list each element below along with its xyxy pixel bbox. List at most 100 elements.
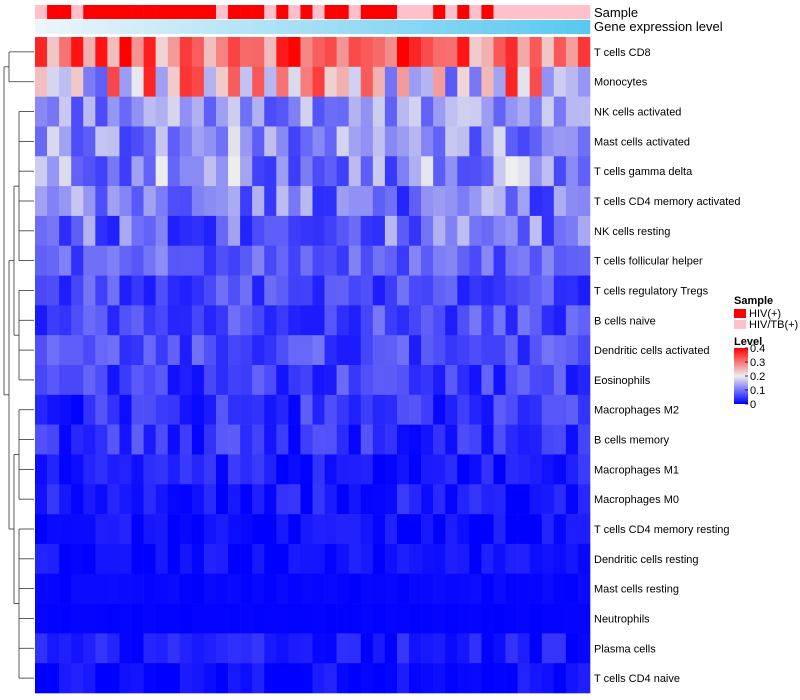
heatmap-cell <box>179 126 193 157</box>
heatmap-cell <box>517 186 530 217</box>
heatmap-cell <box>517 66 530 97</box>
expression-anno-cell <box>336 20 349 34</box>
heatmap-cell <box>348 96 362 127</box>
heatmap-cell <box>396 215 410 247</box>
heatmap-cell <box>517 156 530 187</box>
heatmap-cell <box>228 603 241 634</box>
heatmap-cell <box>529 186 543 217</box>
heatmap-cell <box>35 514 48 545</box>
heatmap-cell <box>107 543 120 575</box>
heatmap-cell <box>324 394 337 425</box>
heatmap-cell <box>505 603 518 634</box>
heatmap-cell <box>83 335 96 366</box>
heatmap-cell <box>312 365 325 396</box>
heatmap-cell <box>457 365 470 396</box>
heatmap-cell <box>553 514 567 545</box>
heatmap-cell <box>215 245 229 276</box>
heatmap-cell <box>264 335 277 366</box>
expression-anno-cell <box>143 20 156 34</box>
heatmap-cell <box>493 126 506 157</box>
heatmap-cell <box>119 514 132 545</box>
heatmap-cell <box>288 484 301 515</box>
heatmap-cell <box>396 186 410 217</box>
heatmap-cell <box>83 156 96 187</box>
heatmap-cell <box>577 603 591 634</box>
heatmap-cell <box>276 603 289 634</box>
heatmap-cell <box>191 394 205 425</box>
heatmap-cell <box>409 365 422 396</box>
heatmap-cell <box>203 96 217 127</box>
heatmap-cell <box>396 514 410 545</box>
heatmap-cell <box>107 603 120 634</box>
heatmap-cell <box>191 186 205 217</box>
heatmap-cell <box>577 156 591 187</box>
heatmap-cell <box>240 603 253 634</box>
heatmap-cell <box>565 245 579 276</box>
heatmap-cell <box>372 633 386 664</box>
heatmap-cell <box>457 633 470 664</box>
heatmap-cell <box>505 633 518 664</box>
heatmap-cell <box>71 215 84 247</box>
heatmap-cell <box>348 394 362 425</box>
heatmap-cell <box>445 633 458 664</box>
heatmap-cell <box>288 663 301 694</box>
heatmap-cell <box>493 335 506 366</box>
heatmap-cell <box>469 394 482 425</box>
heatmap-cell <box>433 66 446 97</box>
heatmap-cell <box>505 394 518 425</box>
heatmap-cell <box>324 37 337 68</box>
heatmap-cell <box>155 454 169 485</box>
heatmap-cell <box>203 484 217 515</box>
heatmap-cell <box>481 603 494 634</box>
heatmap-cell <box>71 96 84 127</box>
heatmap-cell <box>529 335 543 366</box>
row-label: Mast cells resting <box>594 584 679 596</box>
heatmap-cell <box>336 394 349 425</box>
heatmap-cell <box>312 394 325 425</box>
heatmap-cell <box>409 275 422 306</box>
heatmap-cell <box>348 603 362 634</box>
legend-swatch-hiv <box>734 309 746 318</box>
heatmap-cell <box>457 37 470 68</box>
heatmap-cell <box>59 573 72 604</box>
sample-anno-cell <box>445 5 458 19</box>
heatmap-cell <box>481 514 494 545</box>
heatmap-cell <box>95 663 108 694</box>
heatmap-cell <box>336 603 349 634</box>
heatmap-cell <box>541 275 555 306</box>
sample-anno-cell <box>529 5 543 19</box>
heatmap-cell <box>372 215 386 247</box>
heatmap-cell <box>336 663 349 694</box>
sample-anno-cell <box>131 5 144 19</box>
heatmap-cell <box>372 365 386 396</box>
heatmap-cell <box>276 365 289 396</box>
heatmap-cell <box>155 245 169 276</box>
sample-anno-cell <box>433 5 446 19</box>
heatmap-cell <box>481 663 494 694</box>
heatmap-cell <box>35 305 48 336</box>
heatmap-cell <box>179 454 193 485</box>
heatmap-cell <box>445 66 458 97</box>
heatmap-cell <box>577 126 591 157</box>
heatmap-cell <box>167 633 181 664</box>
heatmap-cell <box>421 663 434 694</box>
heatmap-cell <box>409 156 422 187</box>
heatmap-cell <box>493 573 506 604</box>
row-label: T cells follicular helper <box>594 256 703 268</box>
heatmap-cell <box>191 37 205 68</box>
heatmap-cell <box>541 186 555 217</box>
heatmap-cell <box>433 186 446 217</box>
heatmap-cell <box>119 275 132 306</box>
heatmap-cell <box>312 245 325 276</box>
heatmap-cell <box>565 603 579 634</box>
sample-anno-cell <box>409 5 422 19</box>
heatmap-cell <box>252 543 265 575</box>
heatmap-cell <box>215 37 229 68</box>
heatmap-cell <box>481 215 494 247</box>
heatmap-cell <box>83 245 96 276</box>
heatmap-cell <box>276 454 289 485</box>
heatmap-cell <box>505 543 518 575</box>
heatmap-cell <box>179 424 193 455</box>
heatmap-cell <box>421 275 434 306</box>
heatmap-cell <box>95 603 108 634</box>
